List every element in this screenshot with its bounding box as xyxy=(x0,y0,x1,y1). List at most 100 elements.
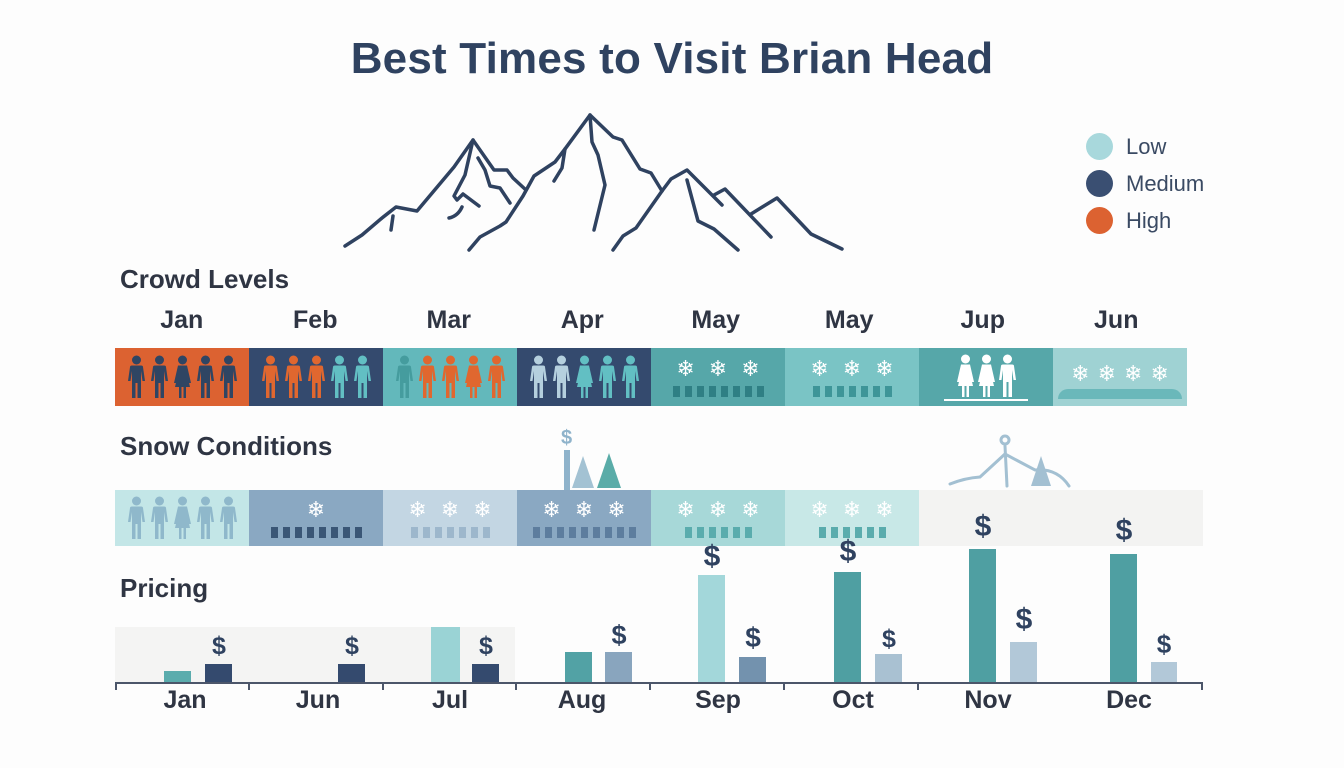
dollar-icon: $ xyxy=(345,632,359,660)
person-icon xyxy=(308,355,325,399)
pricing-heading: Pricing xyxy=(120,573,209,603)
snow-conditions-strip: ❄ ❄ ❄ ❄ ❄ ❄ ❄ ❄ ❄ ❄ ❄ ❄ ❄ xyxy=(115,490,1203,546)
x-axis-label: Nov xyxy=(964,686,1012,714)
price-bar-secondary xyxy=(605,652,632,682)
snowflake-icon: ❄ xyxy=(708,355,728,381)
crowd-cell-feb xyxy=(249,348,383,406)
month-label: Jun xyxy=(1094,306,1139,334)
price-bar-primary xyxy=(565,652,592,682)
snow-conditions-heading: Snow Conditions xyxy=(120,431,333,461)
axis-tick xyxy=(783,682,785,690)
crowd-cell-jup xyxy=(919,348,1053,406)
crowd-cell-mar xyxy=(383,348,517,406)
axis-tick xyxy=(248,682,250,690)
price-bar-secondary xyxy=(1010,642,1037,682)
person-icon xyxy=(151,355,168,399)
axis-tick xyxy=(515,682,517,690)
crowd-cell-apr xyxy=(517,348,651,406)
dollar-icon: $ xyxy=(745,622,761,653)
person-icon xyxy=(220,355,237,399)
snow-cell-6: ❄ ❄ ❄ xyxy=(785,490,919,546)
person-icon xyxy=(488,355,505,399)
axis-tick xyxy=(382,682,384,690)
dollar-icon: $ xyxy=(212,632,226,660)
lift-and-trees-icon: $ xyxy=(561,427,621,490)
crowd-cell-jan xyxy=(115,348,249,406)
dollar-icon: $ xyxy=(1115,514,1133,547)
x-axis-label: Sep xyxy=(695,686,741,714)
dollar-icon: $ xyxy=(882,625,896,653)
person-icon xyxy=(576,355,593,399)
legend-item-low: Low xyxy=(1086,128,1204,165)
x-axis-label: Oct xyxy=(832,686,874,714)
snowflake-icon: ❄ xyxy=(741,496,760,522)
crowd-levels-heading: Crowd Levels xyxy=(120,264,290,294)
person-icon xyxy=(285,355,302,399)
snowflake-icon: ❄ xyxy=(842,496,862,522)
month-label: Jan xyxy=(160,306,204,334)
person-icon xyxy=(622,355,639,399)
dollar-icon: $ xyxy=(479,632,493,660)
price-bar-primary xyxy=(969,549,996,682)
high-dot-icon xyxy=(1086,207,1113,234)
axis-tick xyxy=(115,682,117,690)
x-axis-label: Aug xyxy=(557,686,607,714)
person-icon xyxy=(197,496,214,540)
person-icon xyxy=(220,496,237,540)
snow-empty-bg xyxy=(919,490,1203,546)
snowflake-icon: ❄ xyxy=(810,355,829,381)
x-axis-label: Dec xyxy=(1106,686,1152,714)
snowflake-icon: ❄ xyxy=(408,496,427,522)
person-icon xyxy=(978,354,995,398)
crowd-cell-may: ❄ ❄ ❄ xyxy=(651,348,785,406)
person-icon xyxy=(128,355,145,399)
dollar-icon: $ xyxy=(1156,629,1172,659)
crowd-cell-may-2: ❄ ❄ ❄ xyxy=(785,348,919,406)
person-icon xyxy=(999,354,1016,398)
month-label: May xyxy=(691,306,741,334)
person-icon xyxy=(331,355,348,399)
person-icon xyxy=(174,496,191,540)
x-axis xyxy=(115,682,1203,684)
snowflake-icon: ❄ xyxy=(741,355,760,381)
axis-tick xyxy=(917,682,919,690)
price-bar-primary xyxy=(164,671,191,682)
price-bar-primary xyxy=(431,627,460,682)
snowflake-icon: ❄ xyxy=(574,496,594,522)
price-bar-primary xyxy=(698,575,725,682)
snowflake-icon: ❄ xyxy=(473,496,492,522)
dollar-icon: $ xyxy=(1015,603,1033,636)
snowflake-icon: ❄ xyxy=(607,496,626,522)
medium-dot-icon xyxy=(1086,170,1113,197)
snowflake-icon: ❄ xyxy=(306,496,326,522)
dollar-icon: $ xyxy=(839,535,857,568)
snow-cell-1 xyxy=(115,490,249,546)
x-axis-label: Jul xyxy=(431,686,469,714)
crowd-month-row: Jan Feb Mar Apr May May Jup Jun xyxy=(115,306,1203,335)
snowflake-icon: ❄ xyxy=(1150,361,1169,386)
price-bar-secondary xyxy=(472,664,499,682)
dollar-icon: $ xyxy=(974,510,992,543)
month-label: Feb xyxy=(293,306,338,334)
person-icon xyxy=(442,355,459,399)
month-label: May xyxy=(824,306,874,334)
snowflake-icon: ❄ xyxy=(875,496,894,522)
snow-cell-3: ❄ ❄ ❄ xyxy=(383,490,517,546)
low-dot-icon xyxy=(1086,133,1113,160)
x-axis-label: Jan xyxy=(163,686,207,714)
person-icon xyxy=(419,355,436,399)
axis-tick xyxy=(649,682,651,690)
mountain-skier-icon xyxy=(948,434,1071,488)
snowflake-icon: ❄ xyxy=(708,496,728,522)
snow-mound xyxy=(1058,389,1182,399)
snowflake-icon: ❄ xyxy=(676,496,695,522)
dollar-icon: $ xyxy=(611,620,627,650)
snow-cell-5: ❄ ❄ ❄ xyxy=(651,490,785,546)
person-icon xyxy=(553,355,570,399)
person-icon xyxy=(151,496,168,540)
price-bar-secondary xyxy=(1151,662,1177,682)
crowd-levels-strip: ❄ ❄ ❄ ❄ ❄ ❄ ❄ ❄ ❄ ❄ xyxy=(115,348,1203,406)
snowflake-icon: ❄ xyxy=(676,355,695,381)
x-axis-label: Jun xyxy=(295,686,341,714)
snowflake-icon: ❄ xyxy=(875,355,894,381)
